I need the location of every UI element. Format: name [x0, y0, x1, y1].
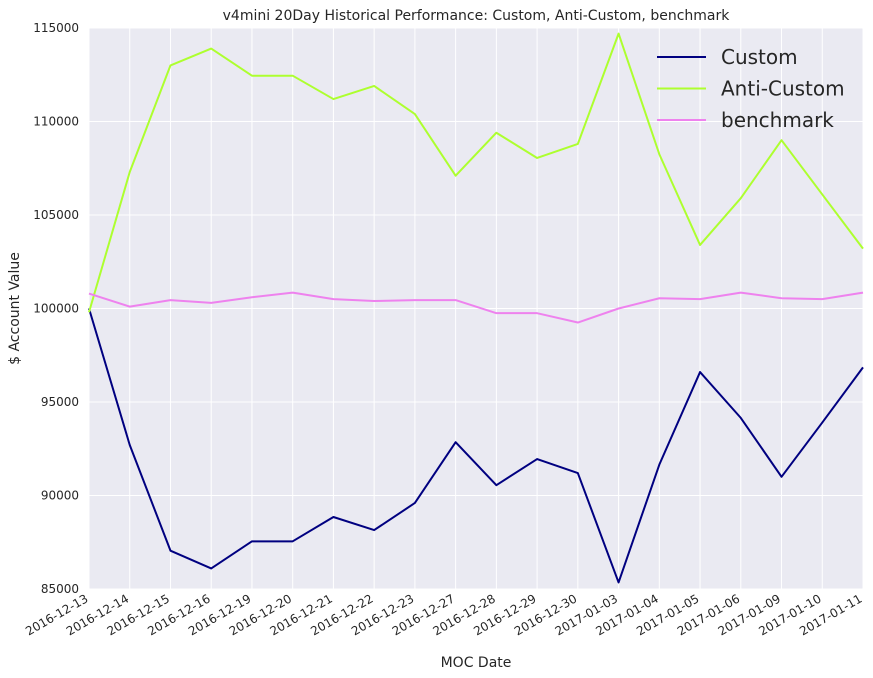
y-axis-label: $ Account Value	[7, 252, 23, 365]
series-line-anti-custom	[88, 32, 864, 313]
legend-label-benchmark: benchmark	[721, 108, 834, 132]
legend-label-custom: Custom	[721, 45, 798, 69]
x-ticks: 2016-12-132016-12-142016-12-152016-12-16…	[23, 591, 864, 638]
y-tick-label: 85000	[41, 582, 79, 596]
y-tick-label: 95000	[41, 395, 79, 409]
series-line-benchmark	[88, 291, 864, 324]
y-tick-label: 115000	[33, 21, 79, 35]
legend: Custom Anti-Custom benchmark	[657, 45, 845, 132]
y-ticks: 85000 90000 95000 100000 105000 110000 115000	[33, 21, 79, 596]
legend-label-anti-custom: Anti-Custom	[721, 77, 845, 101]
x-axis-label: MOC Date	[441, 655, 512, 671]
grid	[88, 27, 864, 590]
chart-title: v4mini 20Day Historical Performance: Cus…	[223, 8, 731, 24]
y-tick-label: 110000	[33, 115, 79, 129]
y-tick-label: 105000	[33, 208, 79, 222]
y-tick-label: 90000	[41, 489, 79, 503]
series-line-custom	[88, 308, 864, 584]
y-tick-label: 100000	[33, 302, 79, 316]
series-group	[88, 32, 864, 584]
